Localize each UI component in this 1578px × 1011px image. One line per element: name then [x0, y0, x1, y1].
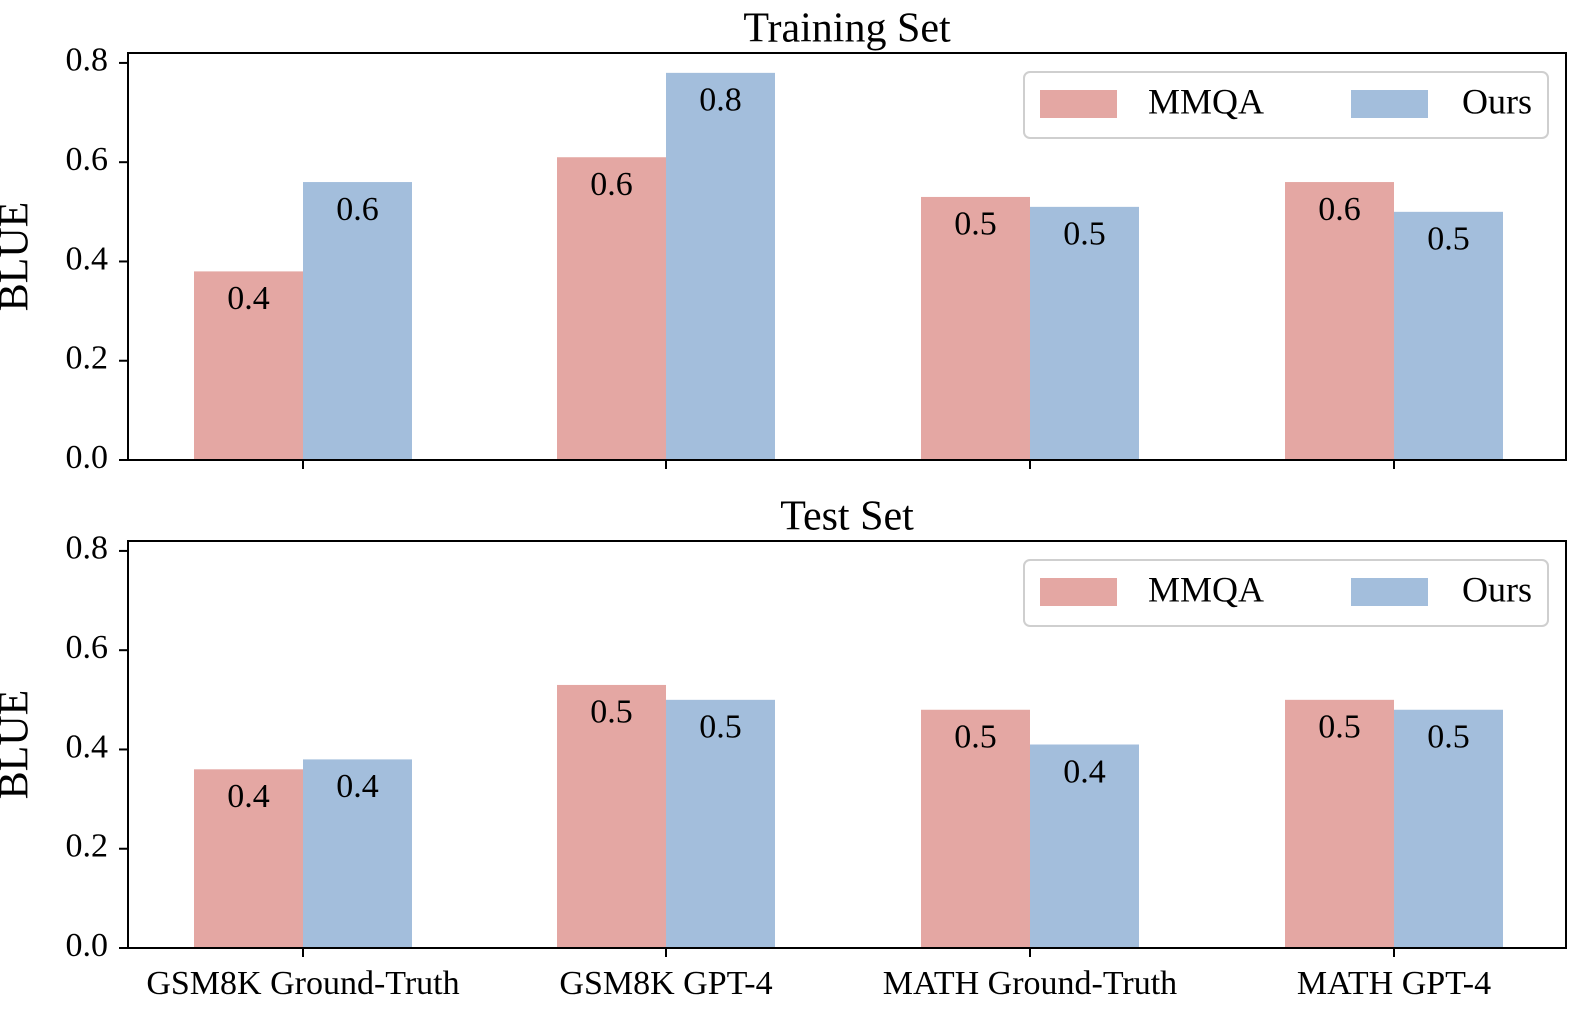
training-set-panel: Training Set BLUE 0.0 0.2 0.4 0.6 0.8 0.4 0.6 0.5… [0, 6, 1567, 476]
bar-value-label: 0.5 [954, 719, 997, 756]
bar-value-label: 0.5 [1427, 719, 1470, 756]
bar-ours-gsm8k-ground-truth [303, 759, 412, 948]
y-tick-label: 0.4 [66, 728, 109, 765]
bar-ours-math-ground-truth [1030, 744, 1139, 948]
bar-value-label: 0.4 [336, 768, 379, 805]
y-tick-label: 0.2 [66, 340, 109, 377]
plot-frame [127, 540, 1567, 949]
bar-value-label: 0.4 [1063, 753, 1106, 790]
bar-mmqa-gsm8k-gpt-4 [557, 157, 666, 461]
legend [1023, 71, 1549, 139]
bar-value-label: 0.6 [1318, 191, 1361, 228]
bar-mmqa-gsm8k-ground-truth [194, 271, 303, 460]
legend-swatch-ours [1351, 578, 1428, 606]
bar-value-label: 0.5 [1063, 216, 1106, 253]
plot-frame [127, 52, 1567, 461]
y-tick-label: 0.8 [66, 530, 109, 567]
bar-ours-gsm8k-gpt-4 [666, 699, 775, 948]
y-tick-label: 0.0 [66, 439, 109, 476]
bar-mmqa-math-gpt-4 [1285, 182, 1394, 461]
bar-ours-math-gpt-4 [1394, 211, 1503, 460]
bar-value-label: 0.5 [590, 694, 633, 731]
bar-value-label: 0.4 [227, 778, 270, 815]
y-axis-label: BLUE [0, 202, 38, 312]
legend-label-ours: Ours [1462, 81, 1532, 121]
legend-label-mmqa: MMQA [1148, 569, 1264, 609]
chart-title: Training Set [743, 6, 951, 52]
chart-title: Test Set [780, 494, 914, 540]
bar-mmqa-gsm8k-gpt-4 [557, 684, 666, 948]
y-tick-label: 0.0 [66, 927, 109, 964]
bar-value-label: 0.6 [590, 166, 633, 203]
bar-value-label: 0.5 [699, 709, 742, 746]
legend-label-ours: Ours [1462, 569, 1532, 609]
x-tick-label: MATH Ground-Truth [883, 965, 1177, 1002]
bar-value-label: 0.5 [1318, 709, 1361, 746]
y-axis-label: BLUE [0, 690, 38, 800]
y-tick-label: 0.6 [66, 141, 109, 178]
bar-mmqa-math-ground-truth [921, 709, 1030, 948]
legend [1023, 559, 1549, 627]
bar-value-label: 0.4 [227, 280, 270, 317]
bar-ours-gsm8k-gpt-4 [666, 72, 775, 460]
bar-value-label: 0.6 [336, 191, 379, 228]
bar-ours-math-ground-truth [1030, 206, 1139, 460]
legend-label-mmqa: MMQA [1148, 81, 1264, 121]
legend-swatch-ours [1351, 90, 1428, 118]
legend-swatch-mmqa [1040, 90, 1117, 118]
y-tick-label: 0.6 [66, 629, 109, 666]
bar-mmqa-math-ground-truth [921, 196, 1030, 460]
bar-value-label: 0.8 [699, 82, 742, 119]
legend-swatch-mmqa [1040, 578, 1117, 606]
y-tick-label: 0.2 [66, 828, 109, 865]
x-tick-label: GSM8K GPT-4 [559, 965, 772, 1002]
bar-mmqa-math-gpt-4 [1285, 699, 1394, 948]
bar-mmqa-gsm8k-ground-truth [194, 769, 303, 948]
x-tick-label: MATH GPT-4 [1297, 965, 1491, 1002]
x-tick-label: GSM8K Ground-Truth [146, 965, 459, 1002]
bar-ours-math-gpt-4 [1394, 709, 1503, 948]
test-set-panel: Test Set BLUE 0.0 0.2 0.4 0.6 0.8 0.4 0.5 0.5 0.5 0… [0, 494, 1567, 1002]
y-tick-label: 0.4 [66, 240, 109, 277]
bar-value-label: 0.5 [1427, 221, 1470, 258]
bar-ours-gsm8k-ground-truth [303, 182, 412, 461]
bar-value-label: 0.5 [954, 206, 997, 243]
y-tick-label: 0.8 [66, 42, 109, 79]
